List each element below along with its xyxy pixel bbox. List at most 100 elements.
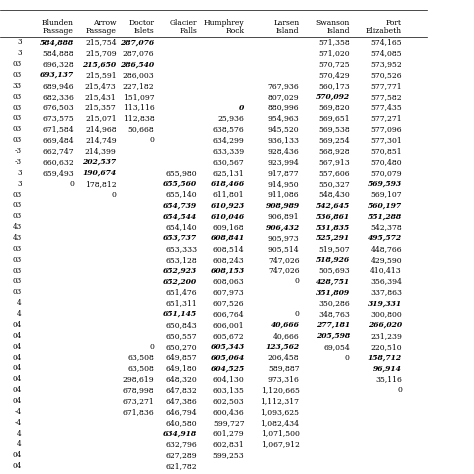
Text: 647,832: 647,832 — [165, 386, 197, 394]
Text: 607,526: 607,526 — [213, 299, 245, 307]
Text: Arrow: Arrow — [93, 19, 117, 27]
Text: 945,520: 945,520 — [268, 125, 300, 133]
Text: 4: 4 — [17, 299, 22, 307]
Text: 04: 04 — [12, 397, 22, 405]
Text: 40,666: 40,666 — [271, 321, 300, 329]
Text: 300,800: 300,800 — [370, 310, 402, 318]
Text: 43: 43 — [13, 223, 22, 231]
Text: 605,064: 605,064 — [210, 354, 245, 362]
Text: 640,580: 640,580 — [165, 419, 197, 427]
Text: Larsen: Larsen — [273, 19, 300, 27]
Text: 577,582: 577,582 — [370, 93, 402, 101]
Text: 03: 03 — [13, 212, 22, 220]
Text: 1,112,317: 1,112,317 — [261, 397, 300, 405]
Text: 610,046: 610,046 — [210, 212, 245, 220]
Text: 96,914: 96,914 — [373, 365, 402, 373]
Text: 3: 3 — [18, 49, 22, 57]
Text: 650,270: 650,270 — [165, 343, 197, 351]
Text: 634,918: 634,918 — [163, 429, 197, 438]
Text: 673,271: 673,271 — [123, 397, 155, 405]
Text: -4: -4 — [15, 419, 22, 427]
Text: Falls: Falls — [179, 27, 197, 35]
Text: 4: 4 — [17, 310, 22, 318]
Text: 0: 0 — [112, 191, 117, 199]
Text: 660,632: 660,632 — [42, 158, 74, 166]
Text: 04: 04 — [12, 375, 22, 383]
Text: 557,606: 557,606 — [318, 169, 350, 177]
Text: 662,747: 662,747 — [42, 147, 74, 155]
Text: 647,386: 647,386 — [165, 397, 197, 405]
Text: 4: 4 — [17, 429, 22, 438]
Text: 03: 03 — [13, 191, 22, 199]
Text: 571,358: 571,358 — [318, 38, 350, 46]
Text: 531,835: 531,835 — [316, 223, 350, 231]
Text: 410,413: 410,413 — [370, 266, 402, 274]
Text: 03: 03 — [13, 136, 22, 144]
Text: 190,674: 190,674 — [82, 169, 117, 177]
Text: 1,082,434: 1,082,434 — [261, 419, 300, 427]
Text: 584,888: 584,888 — [40, 38, 74, 46]
Text: Islets: Islets — [134, 27, 155, 35]
Text: 570,092: 570,092 — [316, 93, 350, 101]
Text: 215,591: 215,591 — [85, 71, 117, 79]
Text: 3: 3 — [18, 169, 22, 177]
Text: Swanson: Swanson — [315, 19, 350, 27]
Text: 574,165: 574,165 — [370, 38, 402, 46]
Text: 973,316: 973,316 — [268, 375, 300, 383]
Text: 608,514: 608,514 — [213, 245, 245, 253]
Text: 569,820: 569,820 — [318, 104, 350, 111]
Text: 911,086: 911,086 — [268, 191, 300, 199]
Text: 632,796: 632,796 — [165, 440, 197, 448]
Text: 569,107: 569,107 — [370, 191, 402, 199]
Text: 548,430: 548,430 — [318, 191, 350, 199]
Text: 906,891: 906,891 — [268, 212, 300, 220]
Text: 215,754: 215,754 — [85, 38, 117, 46]
Text: 123,562: 123,562 — [265, 343, 300, 351]
Text: 215,357: 215,357 — [85, 104, 117, 111]
Text: 429,590: 429,590 — [370, 256, 402, 264]
Text: 569,651: 569,651 — [318, 114, 350, 122]
Text: 112,838: 112,838 — [123, 114, 155, 122]
Text: 569,254: 569,254 — [318, 136, 350, 144]
Text: 0: 0 — [69, 180, 74, 188]
Text: 577,771: 577,771 — [370, 82, 402, 90]
Text: 560,173: 560,173 — [318, 82, 350, 90]
Text: 570,526: 570,526 — [370, 71, 402, 79]
Text: 651,476: 651,476 — [165, 288, 197, 296]
Text: 0: 0 — [150, 343, 155, 351]
Text: 04: 04 — [12, 321, 22, 329]
Text: 03: 03 — [13, 201, 22, 210]
Text: 215,709: 215,709 — [85, 49, 117, 57]
Text: 618,466: 618,466 — [210, 180, 245, 188]
Text: 63,508: 63,508 — [128, 354, 155, 362]
Text: 35,116: 35,116 — [375, 375, 402, 383]
Text: 428,751: 428,751 — [316, 277, 350, 285]
Text: Island: Island — [326, 27, 350, 35]
Text: 518,926: 518,926 — [316, 256, 350, 264]
Text: 634,299: 634,299 — [213, 136, 245, 144]
Text: 653,737: 653,737 — [163, 234, 197, 242]
Text: -3: -3 — [15, 158, 22, 166]
Text: 767,936: 767,936 — [268, 82, 300, 90]
Text: Glacier: Glacier — [170, 19, 197, 27]
Text: 03: 03 — [13, 104, 22, 111]
Text: 567,913: 567,913 — [318, 158, 350, 166]
Text: 206,458: 206,458 — [268, 354, 300, 362]
Text: 584,888: 584,888 — [42, 49, 74, 57]
Text: 659,493: 659,493 — [42, 169, 74, 177]
Text: 655,980: 655,980 — [165, 169, 197, 177]
Text: 495,572: 495,572 — [368, 234, 402, 242]
Text: 608,243: 608,243 — [213, 256, 245, 264]
Text: 03: 03 — [13, 114, 22, 122]
Text: 348,763: 348,763 — [318, 310, 350, 318]
Text: 04: 04 — [12, 332, 22, 340]
Text: 609,168: 609,168 — [213, 223, 245, 231]
Text: 678,998: 678,998 — [123, 386, 155, 394]
Text: 880,996: 880,996 — [268, 104, 300, 111]
Text: 602,831: 602,831 — [213, 440, 245, 448]
Text: 287,076: 287,076 — [120, 38, 155, 46]
Text: 954,963: 954,963 — [268, 114, 300, 122]
Text: 673,575: 673,575 — [42, 114, 74, 122]
Text: 286,540: 286,540 — [120, 60, 155, 68]
Text: 625,131: 625,131 — [213, 169, 245, 177]
